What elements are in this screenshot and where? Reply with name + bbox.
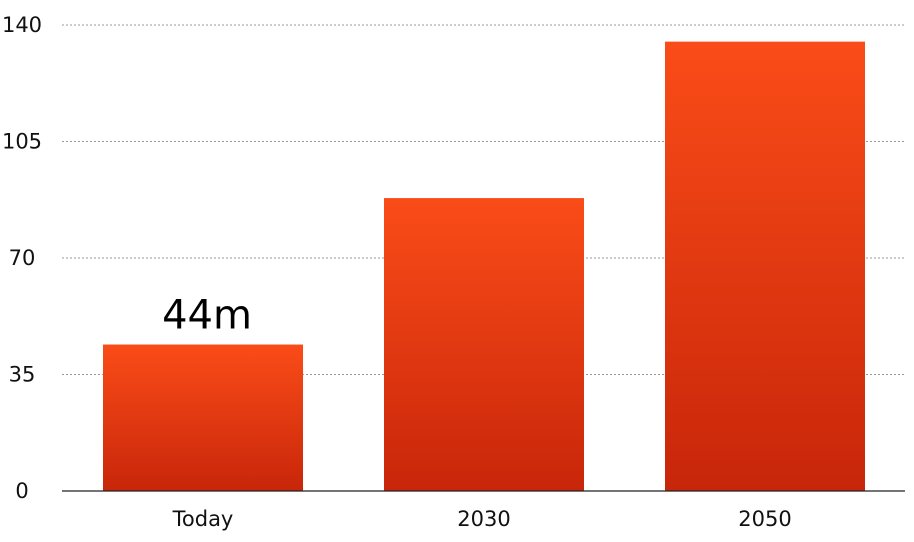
bar-2050 (665, 41, 865, 492)
y-tick-label: 0 (15, 479, 28, 503)
x-tick-label: 2030 (457, 507, 510, 531)
y-axis-ticks: 0 35 70 105 140 (2, 13, 42, 503)
bar-2030 (384, 198, 584, 492)
y-tick-label: 70 (9, 246, 36, 270)
x-tick-label: Today (172, 507, 234, 531)
y-tick-label: 105 (2, 130, 42, 154)
data-labels: 44m (162, 293, 252, 339)
data-label: 44m (162, 293, 252, 339)
y-tick-label: 140 (2, 13, 42, 37)
bar-today (103, 344, 303, 491)
bars (103, 41, 865, 492)
y-tick-label: 35 (9, 363, 36, 387)
x-tick-label: 2050 (738, 507, 791, 531)
x-axis-ticks: Today 2030 2050 (172, 507, 792, 531)
